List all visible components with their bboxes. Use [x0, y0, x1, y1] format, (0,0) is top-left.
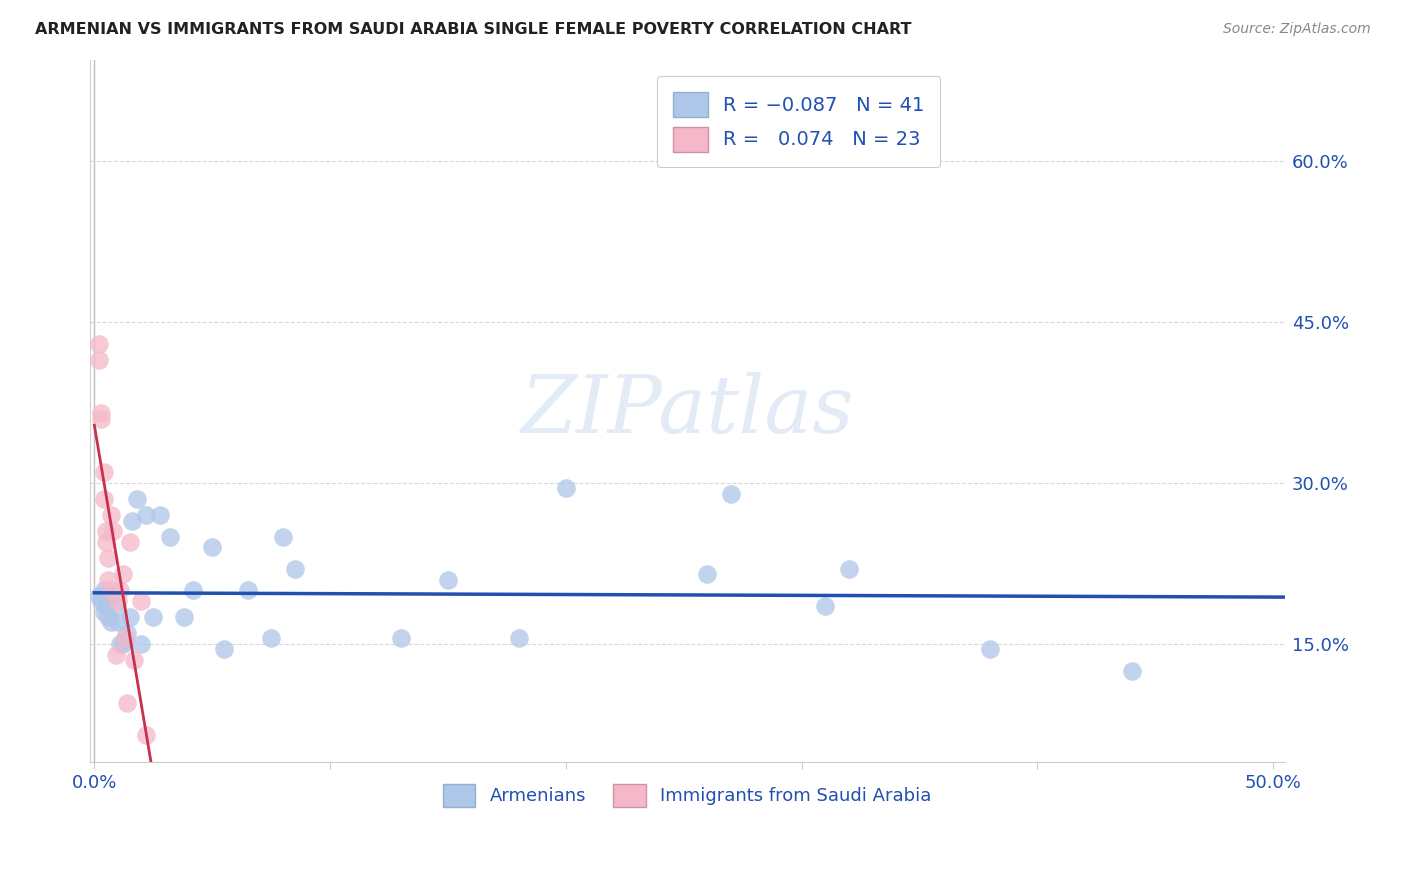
Point	[814, 599, 837, 614]
Point	[121, 514, 143, 528]
Point	[125, 492, 148, 507]
Point	[93, 466, 115, 480]
Point	[114, 632, 136, 646]
Point	[201, 541, 224, 555]
Point	[90, 411, 112, 425]
Point	[103, 524, 125, 539]
Point	[124, 653, 146, 667]
Point	[111, 567, 134, 582]
Point	[93, 492, 115, 507]
Point	[97, 551, 120, 566]
Point	[389, 632, 412, 646]
Point	[100, 583, 122, 598]
Point	[100, 508, 122, 523]
Legend: Armenians, Immigrants from Saudi Arabia: Armenians, Immigrants from Saudi Arabia	[433, 774, 941, 816]
Point	[110, 637, 132, 651]
Point	[271, 530, 294, 544]
Point	[107, 615, 129, 630]
Point	[142, 610, 165, 624]
Point	[118, 535, 141, 549]
Point	[87, 352, 110, 367]
Point	[104, 599, 127, 614]
Point	[94, 599, 117, 614]
Point	[111, 637, 134, 651]
Point	[100, 615, 122, 630]
Point	[131, 594, 153, 608]
Point	[110, 583, 132, 598]
Point	[87, 336, 110, 351]
Point	[104, 648, 127, 662]
Point	[94, 535, 117, 549]
Point	[135, 508, 157, 523]
Point	[720, 487, 742, 501]
Point	[236, 583, 259, 598]
Point	[149, 508, 172, 523]
Point	[87, 589, 110, 603]
Point	[979, 642, 1001, 657]
Point	[838, 562, 860, 576]
Point	[1121, 664, 1143, 678]
Point	[437, 573, 460, 587]
Point	[117, 626, 139, 640]
Point	[97, 573, 120, 587]
Point	[117, 696, 139, 710]
Point	[554, 482, 576, 496]
Point	[508, 632, 530, 646]
Point	[135, 728, 157, 742]
Point	[212, 642, 235, 657]
Point	[118, 610, 141, 624]
Point	[173, 610, 195, 624]
Text: Source: ZipAtlas.com: Source: ZipAtlas.com	[1223, 22, 1371, 37]
Point	[260, 632, 283, 646]
Point	[93, 605, 115, 619]
Point	[131, 637, 153, 651]
Text: ARMENIAN VS IMMIGRANTS FROM SAUDI ARABIA SINGLE FEMALE POVERTY CORRELATION CHART: ARMENIAN VS IMMIGRANTS FROM SAUDI ARABIA…	[35, 22, 911, 37]
Point	[183, 583, 205, 598]
Point	[696, 567, 718, 582]
Point	[97, 610, 120, 624]
Point	[159, 530, 181, 544]
Point	[93, 583, 115, 598]
Point	[107, 594, 129, 608]
Point	[90, 406, 112, 420]
Point	[284, 562, 307, 576]
Point	[114, 632, 136, 646]
Point	[103, 589, 125, 603]
Point	[94, 589, 117, 603]
Text: ZIPatlas: ZIPatlas	[520, 372, 853, 450]
Point	[94, 524, 117, 539]
Point	[90, 594, 112, 608]
